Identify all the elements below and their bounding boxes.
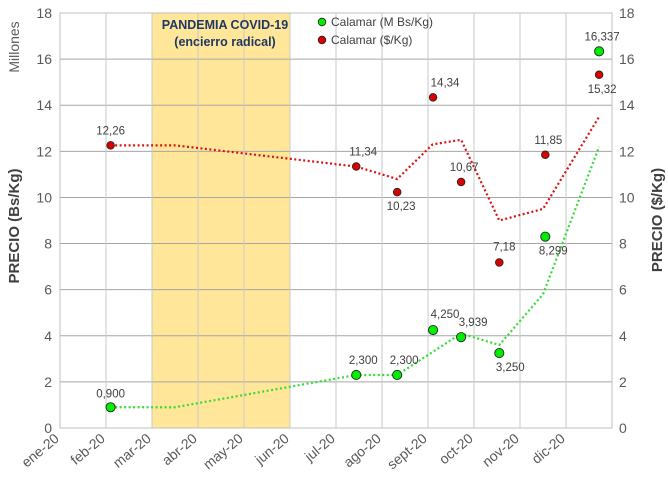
right-tick-label: 10 bbox=[619, 189, 635, 205]
data-label-calamar-usd: 11,85 bbox=[534, 135, 562, 147]
data-label-calamar-usd: 14,34 bbox=[431, 77, 460, 89]
data-label-calamar-usd: 10,67 bbox=[450, 162, 479, 174]
point-calamar-usd bbox=[106, 141, 115, 150]
point-calamar-bs bbox=[392, 369, 403, 381]
right-tick-label: 0 bbox=[619, 420, 627, 436]
point-calamar-usd bbox=[541, 150, 550, 160]
point-calamar-bs bbox=[494, 348, 505, 359]
point-calamar-bs bbox=[540, 231, 551, 242]
right-tick-label: 6 bbox=[619, 282, 627, 298]
trendlines bbox=[110, 116, 601, 409]
point-calamar-usd bbox=[495, 258, 504, 267]
data-label-calamar-usd: 15,32 bbox=[588, 84, 617, 96]
trendline-calamar-usd bbox=[110, 116, 601, 222]
data-label-calamar-usd: 11,34 bbox=[349, 147, 378, 159]
legend-label-calamar-bs: Calamar (M Bs/Kg) bbox=[331, 15, 433, 29]
point-calamar-usd bbox=[351, 162, 361, 171]
left-tick-label: 0 bbox=[44, 420, 52, 436]
legend-marker-calamar-bs bbox=[317, 17, 327, 27]
point-calamar-bs bbox=[428, 324, 439, 336]
point-calamar-bs bbox=[594, 46, 605, 57]
data-label-calamar-bs: 2,300 bbox=[390, 355, 419, 367]
point-calamar-bs bbox=[351, 369, 362, 381]
point-calamar-usd bbox=[392, 187, 402, 197]
point-calamar-usd bbox=[428, 93, 438, 102]
left-axis-title: PRECIO (Bs/Kg) bbox=[6, 168, 23, 283]
data-label-calamar-bs: 3,939 bbox=[459, 317, 488, 329]
point-calamar-bs bbox=[456, 332, 467, 343]
data-label-calamar-bs: 8,299 bbox=[539, 246, 568, 258]
point-calamar-usd bbox=[594, 70, 604, 80]
data-label-calamar-bs: 16,337 bbox=[585, 31, 620, 43]
trendline-calamar-bs bbox=[110, 146, 601, 409]
left-tick-label: 6 bbox=[44, 282, 52, 298]
left-tick-label: 14 bbox=[36, 97, 52, 113]
data-label-calamar-bs: 0,900 bbox=[96, 388, 125, 400]
left-tick-label: 4 bbox=[44, 328, 52, 344]
point-calamar-bs bbox=[105, 402, 116, 413]
right-tick-label: 12 bbox=[619, 143, 635, 159]
left-tick-label: 2 bbox=[44, 374, 52, 390]
left-tick-label: 12 bbox=[36, 143, 52, 159]
right-axis-title: PRECIO ($/Kg) bbox=[649, 168, 666, 272]
right-tick-label: 16 bbox=[619, 51, 635, 67]
annotation-pandemic-title: PANDEMIA COVID-19 bbox=[162, 18, 288, 32]
data-label-calamar-bs: 2,300 bbox=[349, 355, 378, 367]
data-label-calamar-bs: 4,250 bbox=[431, 309, 460, 321]
right-tick-label: 8 bbox=[619, 236, 627, 252]
right-tick-label: 4 bbox=[619, 328, 627, 344]
left-tick-label: 16 bbox=[36, 51, 52, 67]
left-tick-label: 8 bbox=[44, 236, 52, 252]
data-label-calamar-usd: 12,26 bbox=[96, 125, 125, 137]
point-calamar-usd bbox=[456, 177, 466, 187]
data-label-calamar-usd: 10,23 bbox=[387, 201, 416, 213]
right-tick-label: 18 bbox=[619, 5, 635, 21]
data-points bbox=[105, 46, 605, 413]
left-axis-unit-label: Millones bbox=[6, 21, 22, 72]
legend-label-calamar-usd: Calamar ($/Kg) bbox=[331, 33, 412, 47]
left-tick-label: 18 bbox=[36, 5, 52, 21]
plot-area-frame bbox=[59, 12, 613, 429]
annotation-pandemic-subtitle: (encierro radical) bbox=[174, 35, 275, 49]
right-tick-label: 2 bbox=[619, 374, 627, 390]
data-label-calamar-usd: 7,18 bbox=[493, 241, 515, 253]
legend-marker-calamar-usd bbox=[317, 35, 327, 45]
right-tick-label: 14 bbox=[619, 97, 635, 113]
data-label-calamar-bs: 3,250 bbox=[496, 362, 525, 374]
left-tick-label: 10 bbox=[36, 189, 52, 205]
pandemic-shaded-period bbox=[152, 13, 290, 428]
legend: Calamar (M Bs/Kg) Calamar ($/Kg) bbox=[317, 15, 433, 47]
